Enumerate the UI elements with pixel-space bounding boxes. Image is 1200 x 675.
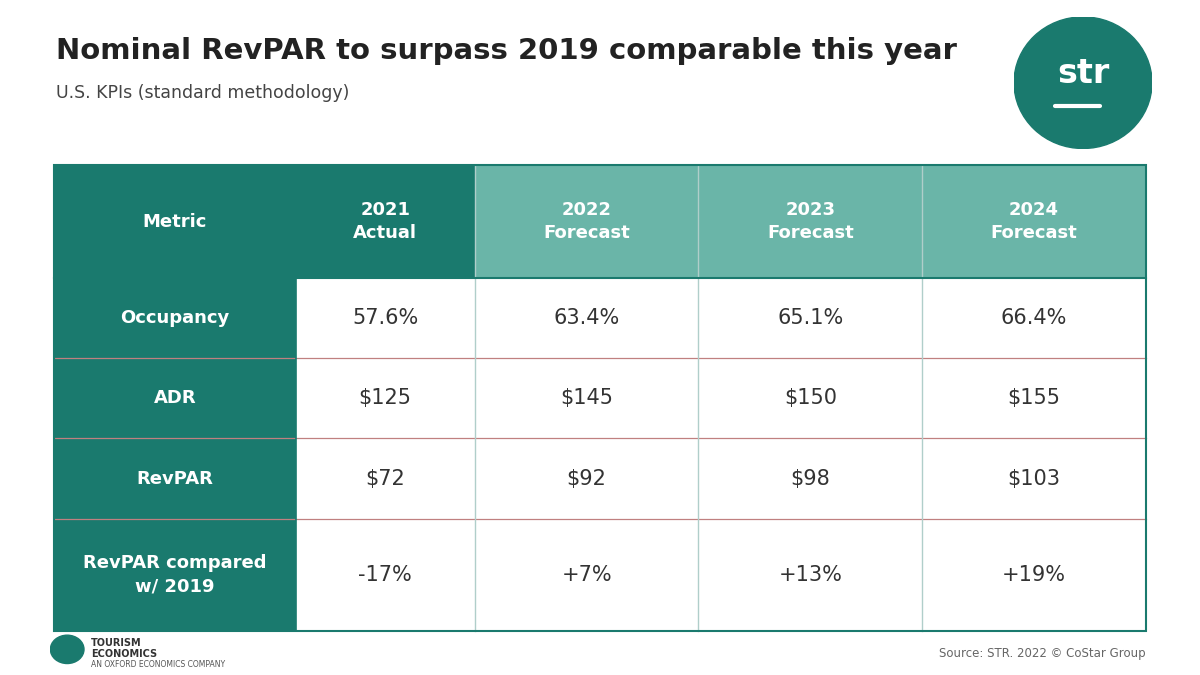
Text: 57.6%: 57.6%: [352, 308, 419, 328]
Text: -17%: -17%: [359, 565, 412, 585]
Text: $92: $92: [566, 468, 606, 489]
Text: Metric: Metric: [143, 213, 208, 231]
Text: TOURISM: TOURISM: [91, 638, 142, 648]
Text: AN OXFORD ECONOMICS COMPANY: AN OXFORD ECONOMICS COMPANY: [91, 660, 226, 669]
Circle shape: [50, 635, 84, 664]
Text: Nominal RevPAR to surpass 2019 comparable this year: Nominal RevPAR to surpass 2019 comparabl…: [56, 37, 958, 65]
Text: $155: $155: [1008, 388, 1061, 408]
Text: $150: $150: [784, 388, 836, 408]
Text: 65.1%: 65.1%: [778, 308, 844, 328]
Text: $145: $145: [560, 388, 613, 408]
Text: 2023
Forecast: 2023 Forecast: [767, 200, 853, 242]
Text: 2024
Forecast: 2024 Forecast: [991, 200, 1078, 242]
Text: $72: $72: [365, 468, 406, 489]
Text: $125: $125: [359, 388, 412, 408]
Text: +7%: +7%: [562, 565, 612, 585]
Text: Source: STR. 2022 © CoStar Group: Source: STR. 2022 © CoStar Group: [940, 647, 1146, 660]
Text: 2022
Forecast: 2022 Forecast: [544, 200, 630, 242]
Text: RevPAR: RevPAR: [137, 470, 214, 487]
Text: 63.4%: 63.4%: [553, 308, 619, 328]
Text: str: str: [1057, 57, 1109, 90]
Text: 2021
Actual: 2021 Actual: [353, 200, 418, 242]
Text: RevPAR compared
w/ 2019: RevPAR compared w/ 2019: [83, 554, 266, 596]
Text: Occupancy: Occupancy: [120, 309, 229, 327]
Text: U.S. KPIs (standard methodology): U.S. KPIs (standard methodology): [56, 84, 349, 103]
Text: ECONOMICS: ECONOMICS: [91, 649, 157, 659]
Text: $103: $103: [1008, 468, 1061, 489]
Text: $98: $98: [791, 468, 830, 489]
Text: +13%: +13%: [779, 565, 842, 585]
Text: ADR: ADR: [154, 389, 196, 407]
Text: 66.4%: 66.4%: [1001, 308, 1067, 328]
Ellipse shape: [1014, 17, 1152, 148]
Text: +19%: +19%: [1002, 565, 1066, 585]
